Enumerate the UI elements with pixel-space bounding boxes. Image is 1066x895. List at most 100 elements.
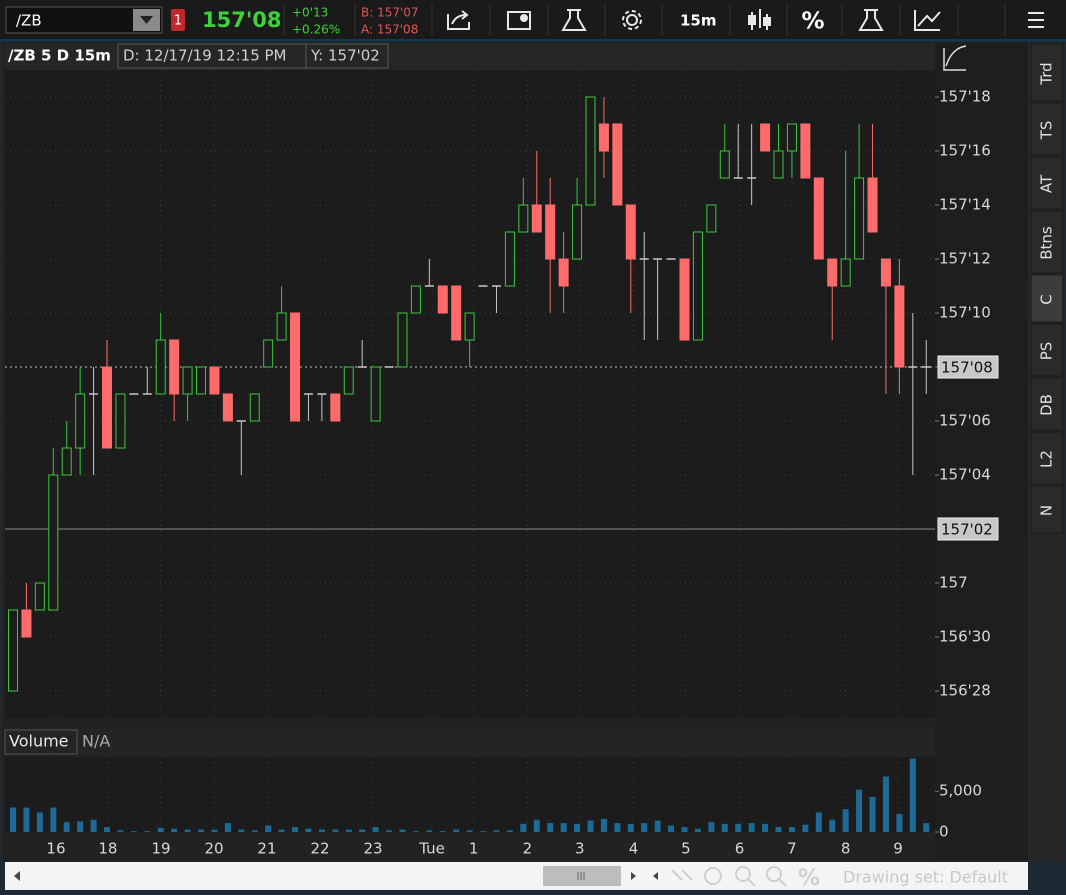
candle-body	[464, 312, 475, 341]
toolbar-icons[interactable]	[447, 9, 1044, 31]
candle-body	[209, 366, 220, 395]
volume-bar	[292, 827, 299, 832]
x-tick-label: 2	[523, 840, 533, 858]
volume-bar	[869, 796, 876, 832]
sidebar-tab[interactable]	[1030, 323, 1064, 377]
sidebar-tab[interactable]	[1030, 377, 1064, 431]
sidebar-tab[interactable]	[1030, 156, 1064, 210]
sidebar-tab[interactable]	[1030, 485, 1064, 534]
candle-body	[182, 366, 193, 395]
scrollbar	[5, 862, 1028, 890]
volume-bar	[332, 829, 339, 832]
y-tick-label: 157'04	[939, 466, 991, 484]
sidebar-tab-label[interactable]: C	[1038, 294, 1056, 304]
x-tick-label: 4	[629, 840, 639, 858]
volume-bar	[708, 822, 715, 832]
candle-body	[706, 204, 717, 233]
x-tick-label: 9	[893, 840, 903, 858]
candle-body	[531, 204, 542, 233]
sidebar-tab[interactable]	[1030, 431, 1064, 485]
scroll-left[interactable]	[14, 871, 20, 881]
volume-bar	[104, 827, 111, 832]
price-marker-box	[937, 355, 999, 379]
volume-bar	[90, 819, 97, 832]
candle-body	[249, 393, 260, 422]
y-box	[305, 43, 389, 69]
grip	[577, 872, 585, 880]
alert-badge[interactable]	[171, 9, 185, 31]
x-tick-label: 23	[364, 840, 383, 858]
volume-bar	[10, 807, 16, 832]
candle-body	[370, 366, 381, 422]
volume-bar	[466, 830, 473, 832]
percent-button[interactable]: %	[801, 9, 824, 35]
candle-body	[880, 258, 891, 287]
sidebar-tab-label[interactable]: PS	[1038, 342, 1056, 361]
volume-bar	[399, 829, 406, 832]
volume-tick-label: 5,000	[939, 782, 982, 800]
candle-body	[276, 312, 287, 341]
scroll-thumb[interactable]	[543, 866, 621, 886]
sidebar-tab-label[interactable]: DB	[1038, 394, 1056, 416]
volume-title: Volume	[9, 732, 69, 751]
percent-icon[interactable]: %	[798, 866, 820, 891]
volume-bar	[842, 809, 849, 832]
candle-body	[719, 150, 730, 179]
drawing-tool[interactable]	[943, 45, 967, 71]
volume-bar	[882, 776, 889, 832]
volume-bar	[694, 828, 701, 832]
candle-body	[410, 285, 421, 314]
sidebar-tab-label[interactable]: N	[1038, 505, 1056, 516]
x-tick-label: 19	[151, 840, 170, 858]
sidebar-tab-label[interactable]: L2	[1038, 450, 1056, 468]
sidebar-tab-label[interactable]: AT	[1038, 174, 1056, 193]
volume-bar	[117, 830, 124, 832]
candle-body	[8, 609, 18, 692]
candle-body	[21, 609, 32, 638]
y-tick-label: 157'06	[939, 412, 991, 430]
volume-bar	[265, 825, 272, 832]
y-tick-label: 157'10	[939, 304, 991, 322]
symbol: /ZB	[16, 12, 42, 30]
sidebar-tab[interactable]	[1030, 43, 1064, 102]
volume-bar	[520, 823, 527, 832]
x-tick-label: 3	[575, 840, 585, 858]
candle-body	[867, 177, 878, 233]
timeframe[interactable]: 15m	[680, 12, 717, 30]
candle-body	[598, 123, 609, 152]
x-tick-label: 18	[98, 840, 117, 858]
volume-bar	[305, 828, 312, 832]
volume-bar	[829, 819, 836, 832]
volume-bar	[735, 823, 742, 832]
sidebar-tab[interactable]	[1030, 210, 1064, 274]
sidebar-tab-label[interactable]: Trd	[1038, 62, 1056, 85]
volume-bar	[372, 827, 379, 832]
volume-pane	[5, 757, 935, 832]
candle-body	[692, 231, 703, 341]
volume-bar	[278, 829, 285, 832]
sidebar-tab-label[interactable]: Btns	[1038, 226, 1056, 260]
volume-bar	[359, 829, 366, 832]
x-tick-label: 21	[257, 840, 276, 858]
volume-bar	[547, 823, 554, 832]
volume-bar	[157, 827, 164, 832]
volume-bar	[345, 829, 352, 832]
candle-body	[773, 150, 784, 179]
candle-body	[263, 339, 274, 368]
volume-bar	[171, 828, 178, 832]
x-tick-label: 6	[735, 840, 745, 858]
volume-bar	[788, 827, 795, 832]
change: +0'13	[292, 6, 328, 20]
volume-bar	[130, 831, 137, 832]
candle-body	[330, 393, 341, 422]
sidebar-tab[interactable]	[1030, 102, 1064, 156]
x-tick-label: 22	[310, 840, 329, 858]
candle-body	[827, 258, 838, 287]
zoom-icons[interactable]	[671, 866, 787, 887]
x-tick-label: 16	[46, 840, 65, 858]
sidebar-tab-label[interactable]: TS	[1038, 121, 1056, 141]
sidebar-tab[interactable]	[1030, 274, 1064, 323]
candle-body	[290, 312, 301, 422]
alert-count: 1	[174, 14, 182, 29]
volume-bar	[627, 823, 634, 832]
